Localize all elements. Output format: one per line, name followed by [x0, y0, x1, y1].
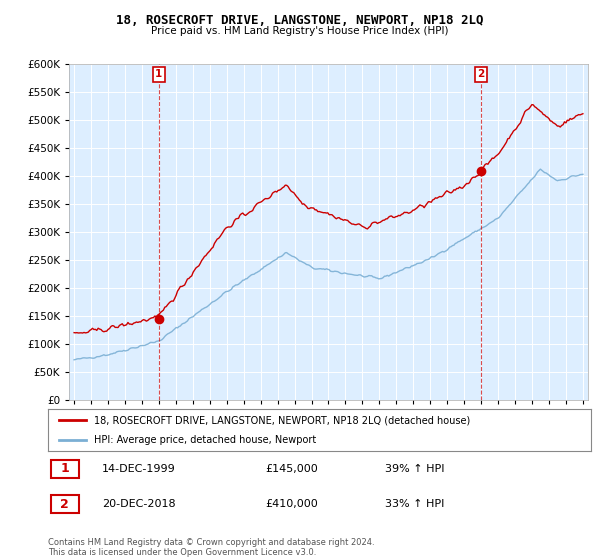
- Text: 14-DEC-1999: 14-DEC-1999: [103, 464, 176, 474]
- Text: 2: 2: [478, 69, 485, 80]
- FancyBboxPatch shape: [51, 460, 79, 478]
- Text: 39% ↑ HPI: 39% ↑ HPI: [385, 464, 444, 474]
- Text: 20-DEC-2018: 20-DEC-2018: [103, 499, 176, 509]
- Text: Price paid vs. HM Land Registry's House Price Index (HPI): Price paid vs. HM Land Registry's House …: [151, 26, 449, 36]
- Text: Contains HM Land Registry data © Crown copyright and database right 2024.
This d: Contains HM Land Registry data © Crown c…: [48, 538, 374, 557]
- Text: 18, ROSECROFT DRIVE, LANGSTONE, NEWPORT, NP18 2LQ: 18, ROSECROFT DRIVE, LANGSTONE, NEWPORT,…: [116, 14, 484, 27]
- Text: HPI: Average price, detached house, Newport: HPI: Average price, detached house, Newp…: [94, 435, 316, 445]
- Text: £410,000: £410,000: [265, 499, 318, 509]
- Text: 2: 2: [61, 497, 69, 511]
- Text: 1: 1: [61, 463, 69, 475]
- Text: 33% ↑ HPI: 33% ↑ HPI: [385, 499, 444, 509]
- FancyBboxPatch shape: [51, 494, 79, 514]
- Text: 18, ROSECROFT DRIVE, LANGSTONE, NEWPORT, NP18 2LQ (detached house): 18, ROSECROFT DRIVE, LANGSTONE, NEWPORT,…: [94, 415, 470, 425]
- Text: £145,000: £145,000: [265, 464, 318, 474]
- Text: 1: 1: [155, 69, 163, 80]
